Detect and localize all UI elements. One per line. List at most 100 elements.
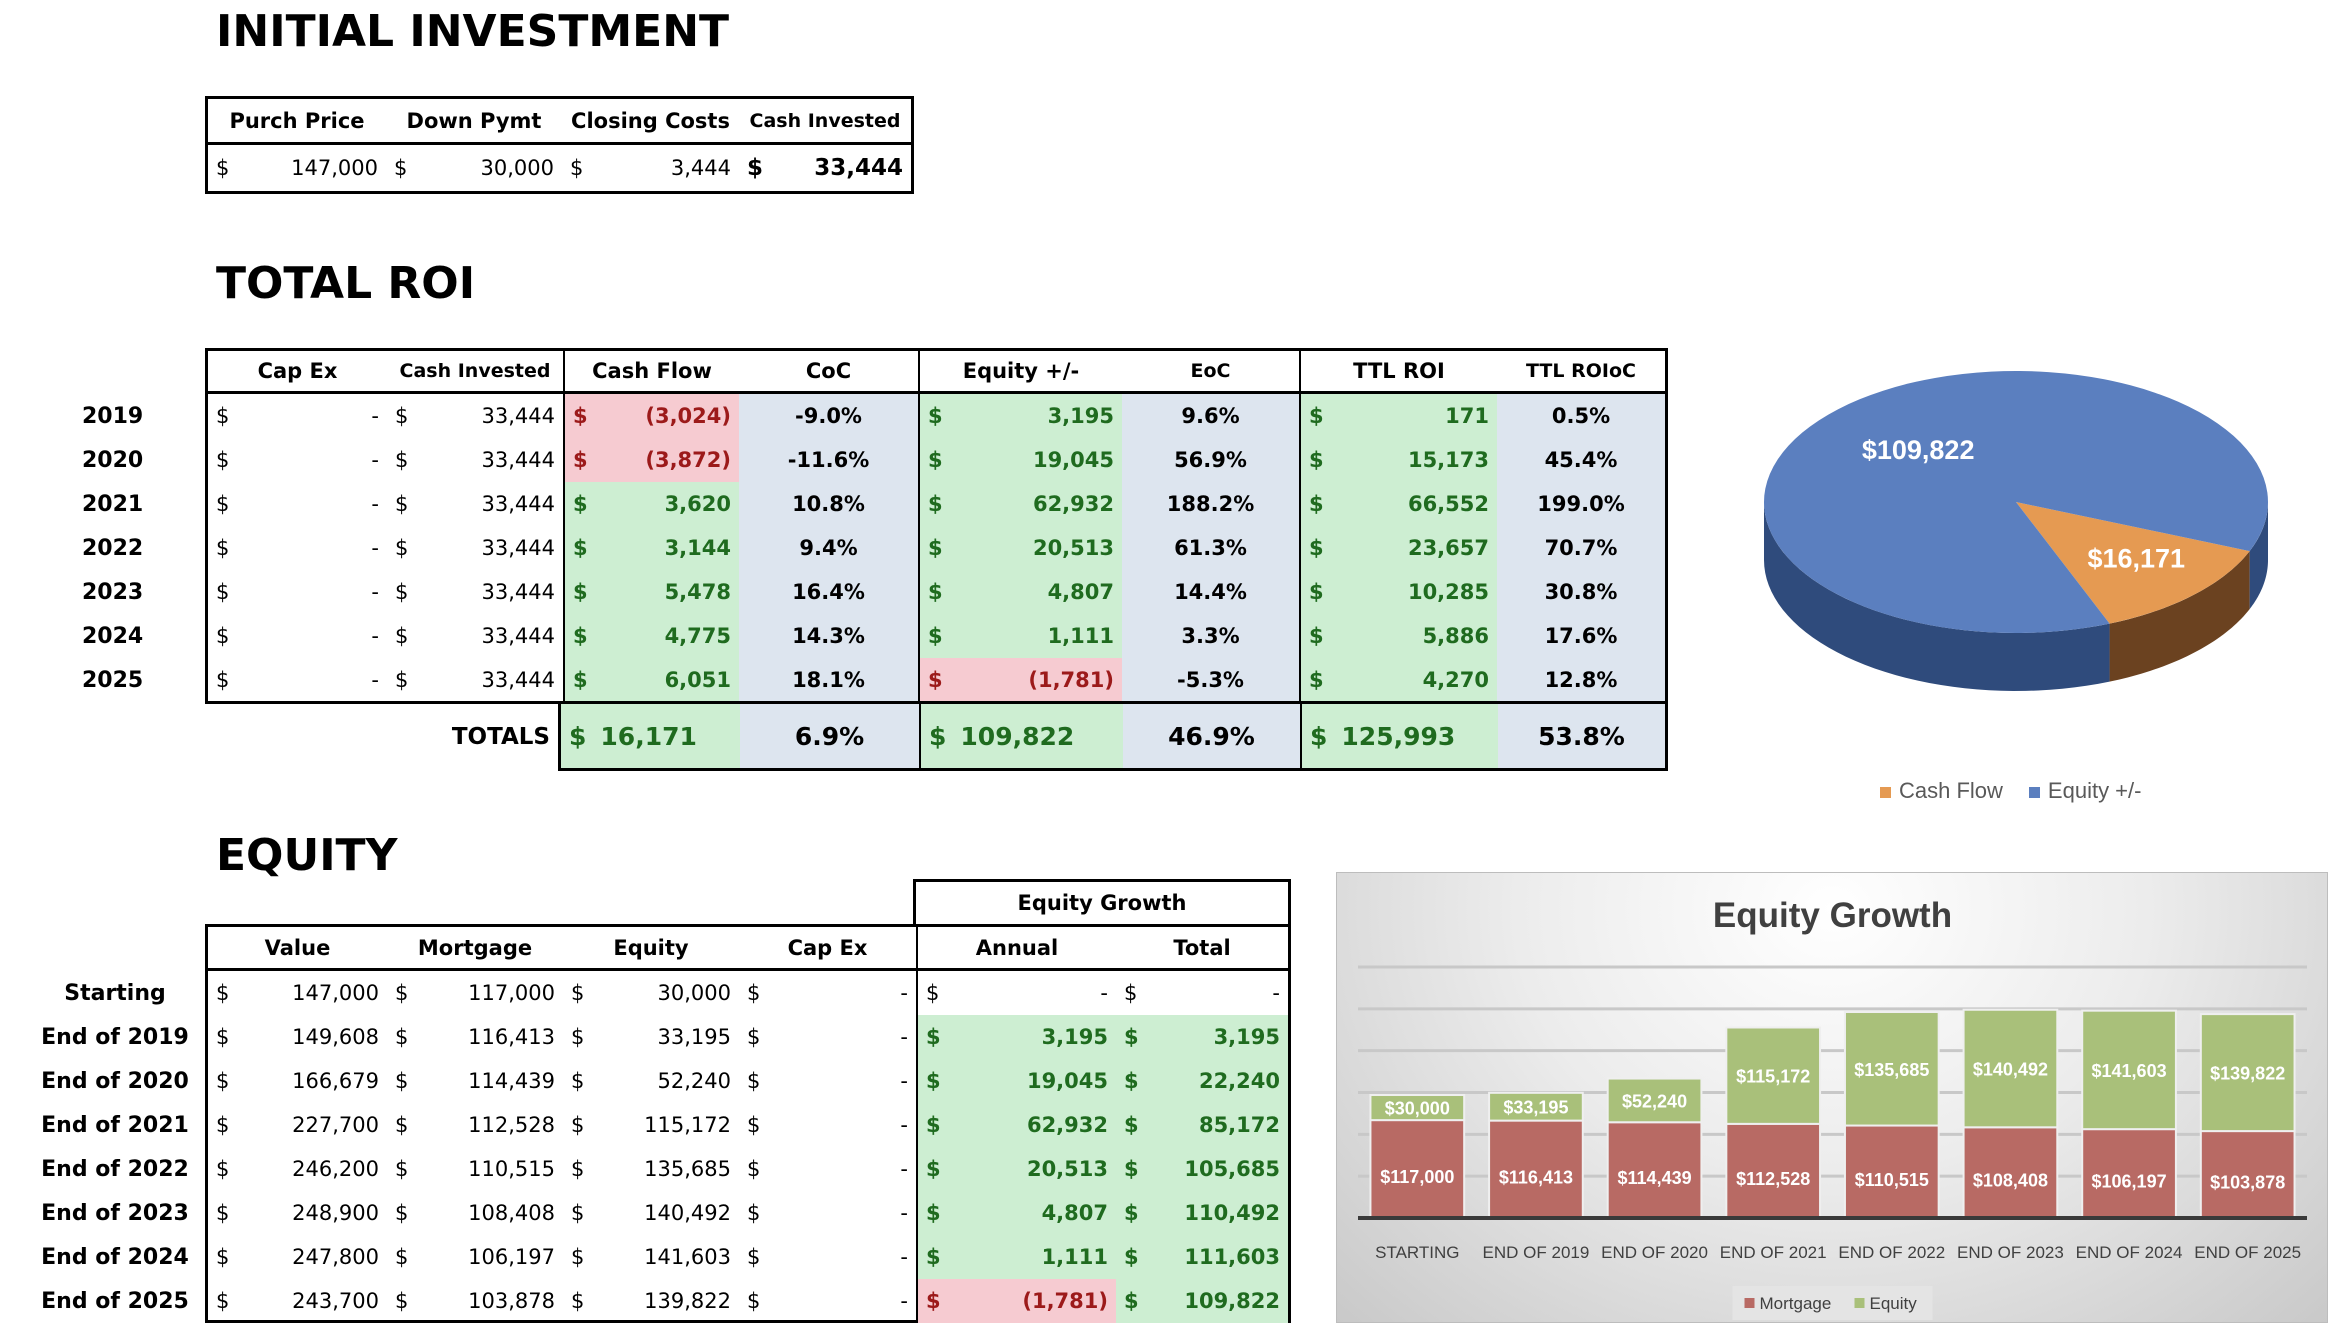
mortgage-cell: $112,528: [387, 1103, 563, 1147]
currency-symbol: $: [1310, 721, 1328, 751]
header-cell: Mortgage: [387, 927, 563, 971]
cell-value: 5,478: [664, 580, 731, 604]
cell-value: 248,900: [292, 1201, 379, 1225]
bar-data-label: $30,000: [1385, 1099, 1450, 1119]
currency-symbol: $: [573, 668, 588, 692]
cell-value: 10,285: [1407, 580, 1489, 604]
total-equity: $109,822: [919, 704, 1123, 768]
header-cell: Value: [208, 927, 387, 971]
eoc-cell: 61.3%: [1122, 526, 1299, 570]
currency-symbol: $: [571, 1245, 585, 1269]
row-label: End of 2025: [41, 1288, 189, 1314]
annual-cell: $19,045: [916, 1059, 1116, 1103]
cash-invested-cell: $33,444: [387, 482, 563, 526]
currency-symbol: $: [573, 448, 588, 472]
cap-ex-cell: $ -: [208, 394, 387, 438]
cash-invested-cell: $33,444: [387, 526, 563, 570]
currency-symbol: $: [929, 721, 947, 751]
cash-flow-cell: $ (3,024): [563, 394, 739, 438]
cell-value: 22,240: [1198, 1069, 1280, 1093]
total-ttl-roi: $125,993: [1300, 704, 1498, 768]
cash-flow-cell: $5,478: [563, 570, 739, 614]
bar-data-label: $139,822: [2210, 1064, 2285, 1084]
annual-cell: $20,513: [916, 1147, 1116, 1191]
legend-label: Cash Flow: [1899, 778, 2003, 803]
cash-invested-cell: $33,444: [387, 394, 563, 438]
header-cell: Total: [1116, 927, 1288, 971]
total-cell: $110,492: [1116, 1191, 1288, 1235]
bar-mortgage: [2199, 1130, 2296, 1220]
cell-value: 110,492: [1184, 1201, 1280, 1225]
cell-value: 62,932: [1032, 492, 1114, 516]
currency-symbol: $: [570, 156, 584, 180]
currency-symbol: $: [573, 536, 588, 560]
bar-equity: [1369, 1094, 1466, 1122]
bar-data-label: $117,000: [1380, 1167, 1454, 1187]
year-label: 2023: [82, 579, 144, 605]
cell-value: -: [371, 404, 379, 428]
header-cell: Equity +/-: [918, 351, 1122, 394]
bar-mortgage: [2081, 1128, 2177, 1219]
pie-slice-cash-flow: [2016, 502, 2250, 624]
category-label: END OF 2022: [1838, 1243, 1945, 1262]
equity-cell: $4,807: [918, 570, 1122, 614]
equity-cell: $33,195: [563, 1015, 739, 1059]
currency-symbol: $: [216, 580, 230, 604]
category-label: END OF 2021: [1720, 1243, 1827, 1262]
ttl-roioc-cell: 0.5%: [1497, 394, 1665, 438]
cell-value: 4,270: [1422, 668, 1489, 692]
bar-data-label: $108,408: [1973, 1171, 2048, 1191]
cell-value: 141,603: [644, 1245, 731, 1269]
total-cash-flow: $16,171: [561, 704, 740, 768]
category-label: END OF 2025: [2194, 1243, 2301, 1262]
coc-cell: 9.4%: [739, 526, 918, 570]
ttl-roioc-cell: 70.7%: [1497, 526, 1665, 570]
cell-value: 52,240: [657, 1069, 731, 1093]
cell-value: 115,172: [644, 1113, 731, 1137]
value-cell: $3,444: [562, 145, 739, 191]
cash-flow-cell: $ (3,872): [563, 438, 739, 482]
equity-growth-chart: Equity Growth $117,000 $30,000 STARTING $116…: [1336, 872, 2328, 1323]
currency-symbol: $: [571, 1201, 585, 1225]
bar-data-label: $116,413: [1499, 1167, 1573, 1187]
cell-value: 149,608: [292, 1025, 379, 1049]
cell-value: 3,144: [664, 536, 731, 560]
cell-value: (3,872): [645, 448, 731, 472]
currency-symbol: $: [395, 1069, 409, 1093]
currency-symbol: $: [216, 1157, 230, 1181]
cell-value: 110,515: [468, 1157, 555, 1181]
header-cell: Cap Ex: [739, 927, 916, 971]
total-coc: 6.9%: [740, 704, 919, 768]
currency-symbol: $: [1309, 580, 1324, 604]
cell-value: -: [900, 1025, 908, 1049]
currency-symbol: $: [395, 1113, 409, 1137]
annual-cell: $1,111: [916, 1235, 1116, 1279]
bar-data-label: $33,195: [1503, 1098, 1568, 1118]
ttl-roi-cell: $5,886: [1299, 614, 1497, 658]
total-cell: $111,603: [1116, 1235, 1288, 1279]
currency-symbol: $: [747, 1245, 761, 1269]
cell-value: 111,603: [1184, 1245, 1280, 1269]
cell-value: -: [900, 1069, 908, 1093]
row-label: End of 2020: [41, 1068, 189, 1094]
cell-value: 62,932: [1026, 1113, 1108, 1137]
currency-symbol: $: [928, 624, 943, 648]
currency-symbol: $: [573, 404, 588, 428]
cell-value: -: [900, 981, 908, 1005]
currency-symbol: $: [926, 981, 940, 1005]
cell-value: 33,444: [481, 624, 555, 648]
currency-symbol: $: [1124, 1201, 1139, 1225]
header-cell: Cash Flow: [563, 351, 739, 394]
category-label: END OF 2020: [1601, 1243, 1708, 1262]
legend-swatch: [1880, 787, 1891, 798]
annual-cell: $4,807: [916, 1191, 1116, 1235]
cell-value: 33,444: [481, 404, 555, 428]
bar-data-label: $103,878: [2210, 1173, 2285, 1193]
cell-value: 30,000: [657, 981, 731, 1005]
cell-value: -: [900, 1201, 908, 1225]
cell-value: 140,492: [644, 1201, 731, 1225]
equity-cell: $52,240: [563, 1059, 739, 1103]
currency-symbol: $: [216, 981, 230, 1005]
header-cell: Cash Invested: [739, 99, 911, 145]
currency-symbol: $: [747, 1113, 761, 1137]
